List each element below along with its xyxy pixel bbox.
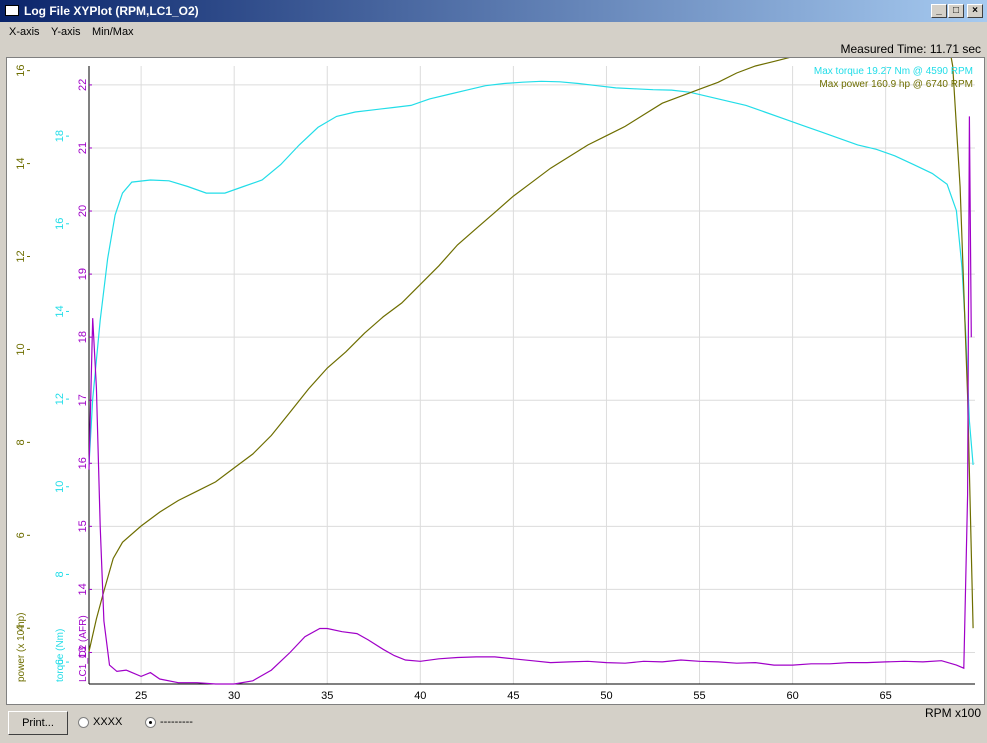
print-button[interactable]: Print... (8, 711, 68, 735)
menu-min-max[interactable]: Min/Max (92, 26, 134, 38)
y-axis-title: LC1_O2 (AFR) (78, 615, 89, 682)
y-axis-title: torque (Nm) (55, 629, 66, 682)
y-tick-label: 19 (77, 268, 89, 280)
y-tick-label: 10 (54, 481, 66, 493)
x-tick-label: 30 (228, 690, 240, 702)
y-tick-label: 12 (15, 250, 27, 262)
y-tick-label: 21 (77, 142, 89, 154)
title-bar: Log File XYPlot (RPM,LC1_O2) _ □ × (0, 0, 987, 22)
y-tick-label: 14 (77, 583, 89, 595)
radio-button-2[interactable] (145, 716, 156, 728)
x-unit-label: RPM x100 (924, 706, 981, 720)
measured-time: Measured Time: 11.71 sec (840, 42, 981, 56)
close-button[interactable]: × (967, 4, 983, 18)
xy-plot-chart: 25 30 35 40 45 50 55 60 65 4 6 8 10 12 14 16 power (x 10… (15, 58, 975, 702)
y-tick-label: 16 (15, 65, 27, 77)
y-tick-label: 10 (15, 343, 27, 355)
x-tick-label: 45 (507, 690, 519, 702)
menu-x-axis[interactable]: X-axis (9, 26, 40, 38)
window-title: Log File XYPlot (RPM,LC1_O2) (24, 4, 199, 18)
y-tick-label: 6 (15, 532, 27, 538)
radio-option-2-label: --------- (160, 716, 193, 729)
torque-line (88, 80, 974, 465)
x-tick-label: 65 (880, 690, 892, 702)
annotation-label: Max power 160.9 hp @ 6740 RPM (819, 79, 973, 90)
y-tick-label: 14 (54, 305, 66, 317)
radio-option-1-label: XXXX (93, 716, 123, 729)
y-tick-label: 17 (77, 394, 89, 406)
y-tick-label: 6 (54, 659, 66, 665)
y-tick-label: 12 (54, 393, 66, 405)
y-tick-label: 15 (77, 520, 89, 532)
power-line (88, 58, 974, 652)
y-tick-label: 22 (77, 79, 89, 91)
minimize-button[interactable]: _ (931, 4, 947, 18)
x-tick-label: 55 (693, 690, 705, 702)
y-tick-label: 14 (15, 157, 27, 169)
menu-bar: X-axis Y-axis Min/Max (0, 22, 987, 42)
radio-option-2[interactable]: --------- (145, 716, 193, 732)
y-tick-label: 18 (54, 130, 66, 142)
y-tick-label: 8 (54, 571, 66, 577)
annotation-label: Max torque 19.27 Nm @ 4590 RPM (814, 66, 973, 77)
y-tick-label: 8 (15, 439, 27, 445)
radio-option-1[interactable]: XXXX (78, 716, 122, 732)
x-tick-label: 50 (600, 690, 612, 702)
app-icon (5, 5, 19, 16)
y-tick-label: 13 (77, 646, 89, 658)
afr-line (88, 116, 972, 685)
menu-y-axis[interactable]: Y-axis (51, 26, 81, 38)
x-tick-label: 25 (135, 690, 147, 702)
y-tick-label: 18 (77, 331, 89, 343)
x-tick-label: 40 (414, 690, 426, 702)
y-tick-label: 16 (77, 457, 89, 469)
plot-area: 25 30 35 40 45 50 55 60 65 4 6 8 10 12 14 16 power (x 10… (6, 57, 985, 705)
x-tick-label: 35 (321, 690, 333, 702)
y-axis-title: power (x 10 hp) (16, 613, 27, 682)
y-tick-label: 4 (15, 625, 27, 631)
maximize-button[interactable]: □ (948, 4, 964, 18)
y-tick-label: 20 (77, 205, 89, 217)
radio-button-1[interactable] (78, 716, 89, 728)
x-tick-label: 60 (786, 690, 798, 702)
y-tick-label: 16 (54, 218, 66, 230)
